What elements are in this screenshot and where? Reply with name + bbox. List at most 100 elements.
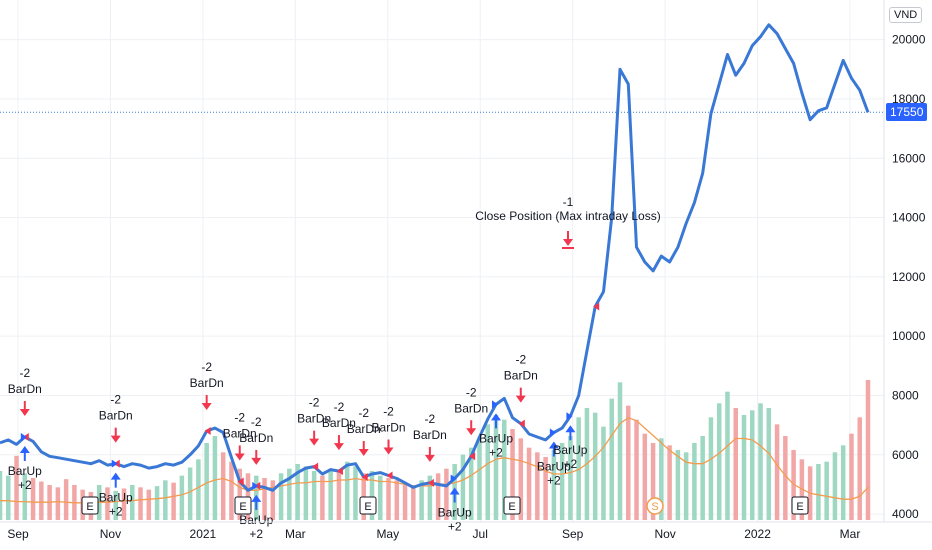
event-label: E [364,501,371,513]
marker-label: BarDn [372,421,406,435]
volume-bar [427,475,433,520]
y-tick-label: 20000 [892,33,926,47]
currency-label[interactable]: VND [889,7,923,23]
arrow-down-icon [234,453,245,461]
sell-flag-icon [237,477,244,486]
volume-bar [295,464,300,520]
volume-bar [328,468,333,520]
x-tick-label: 2022 [744,527,771,541]
volume-bar [121,488,127,520]
arrow-up-icon [19,445,30,453]
marker-qty: -2 [358,406,369,420]
volume-bar [146,489,152,520]
volume-bar [774,424,780,520]
volume-bar [270,480,276,520]
volume-bar [568,436,573,520]
marker-qty: -2 [234,410,245,424]
volume-bar [171,482,176,520]
sell-marker: BarDn -2 [239,415,273,490]
sell-flag-icon [204,427,211,436]
volume-bar [63,479,69,520]
volume-bar [179,475,185,520]
earnings-event-badge[interactable]: E [234,496,252,515]
buy-marker: BarUp+2 [8,432,42,492]
volume-bar [708,417,714,520]
volume-bar [435,473,441,520]
marker-qty: -2 [201,360,212,374]
event-label: E [86,501,93,513]
marker-label: BarUp [537,460,571,474]
volume-bar [6,475,11,520]
marker-label: BarDn [99,409,133,423]
event-label: E [796,501,803,513]
marker-label: BarUp [239,513,273,527]
arrow-down-icon [383,447,394,455]
axes [0,0,932,523]
marker-qty: -2 [425,412,436,426]
sell-marker: BarDn -2 [99,393,133,468]
arrow-down-icon [110,435,121,443]
earnings-badge-icon [791,496,809,515]
volume-bar [485,424,490,520]
arrow-down-icon [333,443,344,451]
volume-bar [394,480,400,520]
marker-label: BarDn [504,369,538,383]
volume-bar [741,415,747,520]
y-tick-label: 4000 [892,507,919,521]
volume-bar [105,487,110,520]
buy-flag-icon [252,481,259,490]
marker-label: BarDn [223,426,257,440]
volume-bar [444,468,449,520]
arrow-up-icon [449,487,460,495]
volume-bar [369,471,375,520]
buy-flag-icon [549,428,556,437]
sell-marker: BarDn -2 [322,400,356,476]
sell-flag-icon [312,462,319,471]
volume-bar [601,426,606,520]
earnings-event-badge[interactable]: E [81,496,99,515]
volume-bar [592,412,598,520]
earnings-badge-icon [234,496,252,515]
split-event-badge[interactable]: S [646,497,664,515]
marker-label: BarDn [297,412,331,426]
sell-marker: BarDn -2 [454,385,488,461]
marker-qty: +2 [109,505,123,519]
volume-bar [766,408,772,520]
buy-flag-icon [20,432,27,441]
y-tick-label: 10000 [892,329,926,343]
buy-marker: BarUp+2 [479,400,513,459]
arrow-up-icon [110,472,121,480]
arrow-down-icon [19,408,30,416]
volume-bar [626,405,631,520]
marker-label: BarDn [347,422,381,436]
arrow-down-icon [424,454,435,462]
trade-markers: BarDn-2BarUp+2BarDn-2BarUp+2BarDn-2BarDn… [8,302,600,541]
volume-bar [196,459,201,520]
volume-bar [700,436,705,520]
marker-label: BarDn [413,428,447,442]
arrow-down-icon [358,449,369,457]
volume-bar [402,482,408,520]
volume-bar [659,438,664,520]
close-position-arrow-icon [562,231,574,249]
buy-flag-icon [492,400,498,409]
buy-marker: BarUp+2 [537,428,571,488]
volume-bar [468,447,474,520]
x-tick-label: May [376,527,399,541]
price-line [0,23,870,492]
earnings-event-badge[interactable]: E [359,496,377,515]
arrow-up-icon [548,441,559,449]
arrow-up-icon [491,413,501,421]
volume-bar [212,436,218,520]
volume-bar [824,461,829,520]
earnings-event-badge[interactable]: E [791,496,809,515]
split-badge-icon [646,497,664,515]
volume-bar [154,486,160,520]
volume-bar [493,415,499,520]
close-position-text: Close Position (Max intraday Loss) [475,209,660,223]
marker-label: BarDn [322,416,356,430]
earnings-event-badge[interactable]: E [503,496,521,515]
volume-bar [667,445,672,520]
volume-bar [526,447,532,520]
